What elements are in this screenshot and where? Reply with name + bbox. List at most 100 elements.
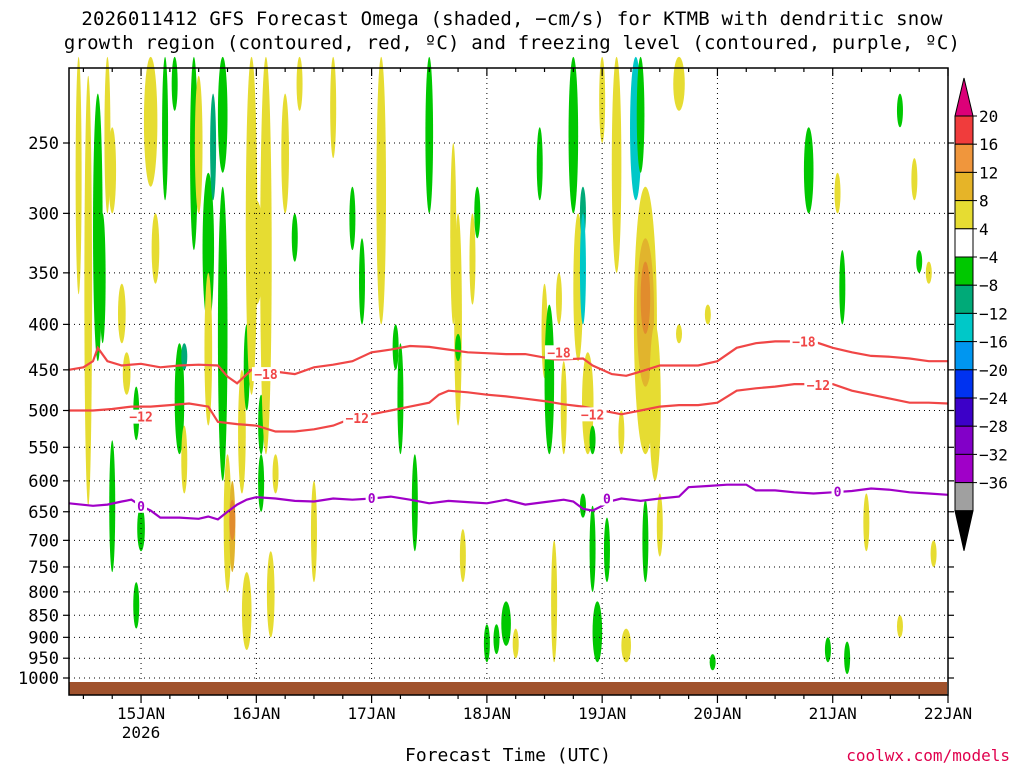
colorbar-segment	[954, 369, 974, 399]
omega-shade-blob	[397, 343, 404, 455]
omega-shade-blob	[459, 529, 466, 583]
x-axis-label: Forecast Time (UTC)	[405, 745, 611, 766]
contour-label: 0	[603, 492, 611, 507]
omega-shade-blob	[474, 186, 481, 239]
colorbar-segment	[954, 397, 974, 427]
omega-shade-blob	[555, 272, 562, 325]
credit-link[interactable]: coolwx.com/models	[846, 746, 1010, 765]
contour-label: −12	[581, 408, 604, 423]
y-tick-label: 400	[28, 315, 59, 335]
y-tick-label: 500	[28, 402, 59, 422]
contour-label: −18	[547, 346, 571, 361]
colorbar-label: −32	[979, 445, 1008, 464]
y-tick-label: 600	[28, 472, 59, 492]
colorbar-segment	[954, 425, 974, 455]
colorbar-segment	[954, 482, 974, 512]
omega-shade-blob	[599, 56, 606, 143]
omega-shade-blob	[117, 283, 126, 344]
omega-shade-blob	[544, 304, 555, 455]
omega-shade-blob	[611, 56, 622, 273]
omega-shade-blob	[210, 93, 217, 201]
omega-shade-blob	[181, 343, 188, 370]
contour-label-bg	[343, 411, 372, 426]
omega-shade-blob	[640, 261, 651, 334]
x-tick-label: 16JAN	[232, 704, 280, 723]
omega-shade-blob	[676, 324, 683, 344]
omega-shade-blob	[181, 425, 188, 494]
omega-shade-blob	[649, 324, 661, 481]
omega-shade-blob	[536, 127, 543, 201]
contour-line-minus18	[68, 340, 948, 385]
omega-shade-blob	[241, 572, 252, 650]
omega-shade-blob	[493, 624, 500, 655]
omega-shade-blob	[223, 454, 232, 592]
chart-title-line1: 2026011412 GFS Forecast Omega (shaded, −…	[81, 8, 943, 30]
colorbar-label: 20	[979, 107, 998, 126]
colorbar-top-arrow	[954, 77, 974, 117]
omega-shade-blob	[171, 56, 178, 111]
omega-shade-blob	[272, 454, 279, 494]
colorbar-label: 4	[979, 220, 989, 239]
contour-label: −18	[792, 335, 816, 350]
contour-label-bg	[544, 345, 573, 360]
omega-shade-blob	[75, 56, 82, 295]
omega-shade-blob	[581, 352, 594, 455]
omega-shade-blob	[122, 352, 131, 395]
colorbar-segment	[954, 453, 974, 484]
omega-shade-blob	[824, 637, 831, 663]
omega-shade-blob	[636, 56, 645, 173]
omega-shade-blob	[258, 454, 265, 512]
omega-shade-blob	[330, 56, 337, 159]
contour-label: 0	[137, 500, 145, 515]
omega-shade-blob	[84, 75, 93, 506]
omega-shade-blob	[260, 56, 272, 455]
colorbar-segment	[954, 200, 974, 230]
contour-label: 0	[368, 492, 376, 507]
omega-shade-blob	[310, 480, 317, 583]
omega-shade-blob	[392, 324, 399, 370]
omega-shade-blob	[174, 343, 185, 455]
colorbar-label: 16	[979, 135, 998, 154]
omega-shade-blob	[248, 200, 265, 305]
omega-shade-blob	[162, 56, 169, 201]
contour-label: −18	[254, 368, 278, 383]
omega-shade-blob	[133, 582, 140, 629]
colorbar-label: −12	[979, 304, 1008, 323]
omega-shade-blob	[108, 127, 117, 214]
omega-shade-blob	[803, 127, 814, 214]
omega-shade-blob	[603, 517, 610, 583]
contour-label: 0	[834, 486, 842, 501]
contour-label-bg	[365, 490, 378, 505]
omega-shade-blob	[143, 56, 158, 187]
y-tick-label: 350	[28, 264, 59, 284]
colorbar-label: −24	[979, 389, 1008, 408]
omega-shade-blob	[296, 56, 303, 111]
contour-line-0	[68, 483, 949, 521]
omega-shade-blob	[202, 172, 215, 325]
omega-shade-blob	[560, 361, 567, 455]
contour-label-bg	[789, 334, 818, 349]
colorbar-label: −28	[979, 417, 1008, 436]
omega-shade-blob	[673, 56, 685, 111]
omega-shade-blob	[281, 93, 289, 214]
contour-layer: −18 −18 −18 −12 −12 −12 −12 0 0 0 0	[68, 334, 949, 521]
contour-label: −12	[129, 411, 152, 426]
omega-shade-blob	[568, 56, 579, 214]
contour-label: −12	[345, 412, 368, 427]
x-tick-label: 21JAN	[809, 704, 857, 723]
omega-shade-blob	[551, 540, 558, 663]
omega-shade-blob	[204, 272, 213, 426]
omega-shade-blob	[109, 440, 116, 573]
colorbar-label: −20	[979, 361, 1008, 380]
contour-label-bg	[135, 498, 148, 513]
omega-shade-blob	[291, 213, 298, 262]
omega-shade-blob	[501, 601, 511, 646]
omega-shade-blob	[217, 56, 228, 173]
y-tick-label: 300	[28, 204, 59, 224]
omega-shade-blob	[99, 213, 106, 344]
omega-shade-blob	[844, 641, 851, 675]
omega-shade-blob	[896, 93, 903, 128]
colorbar-segment	[954, 228, 974, 258]
y-tick-label: 750	[28, 558, 59, 578]
